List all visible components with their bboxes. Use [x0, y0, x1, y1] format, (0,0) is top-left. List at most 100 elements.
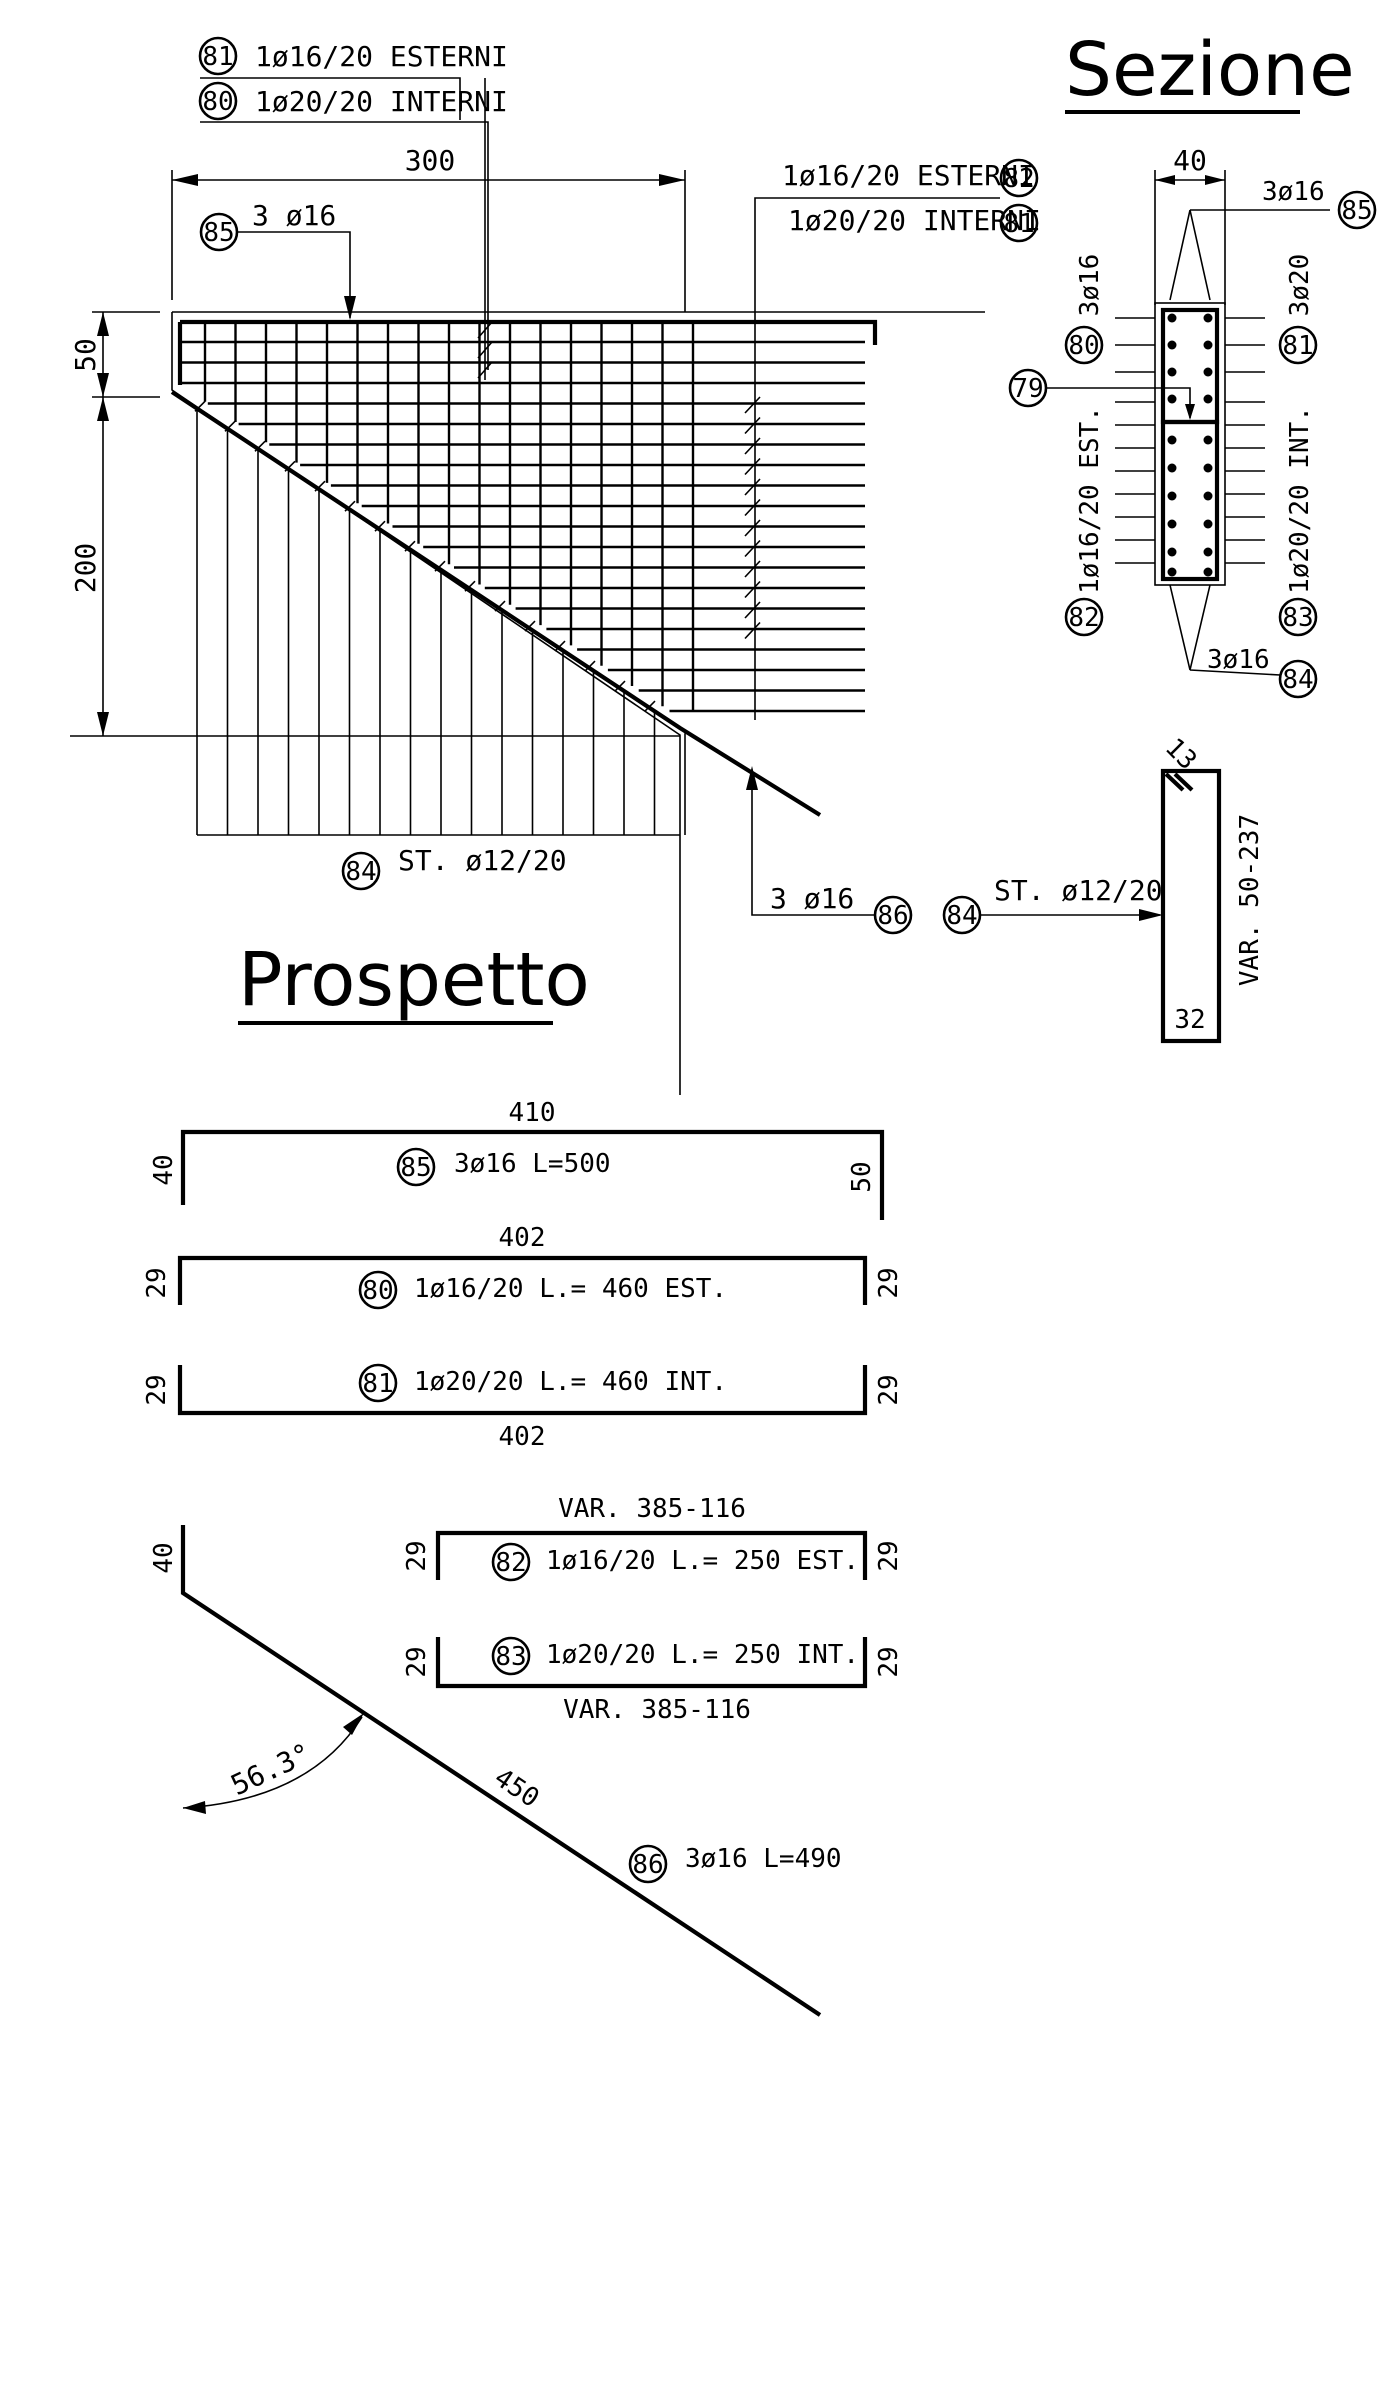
tick-mark — [524, 620, 536, 632]
section-dim-40-text: 40 — [1173, 144, 1207, 177]
elevation-title: Prospetto — [238, 937, 590, 1023]
bar-80-right: 29 — [874, 1267, 904, 1298]
callout-84-text: ST. ø12/20 — [398, 844, 567, 877]
section-stirrup-lower — [1160, 419, 1220, 582]
rebar-dot — [1203, 435, 1213, 445]
callout-82-text: 1ø16/20 ESTERNI — [782, 159, 1035, 192]
tick-mark — [314, 480, 326, 492]
bar-82-mark-number: 82 — [495, 1548, 526, 1578]
bar-83-mark-number: 83 — [495, 1642, 526, 1672]
mark-84-number: 84 — [345, 857, 376, 887]
mark-85-circle — [199, 212, 239, 252]
tick-mark — [744, 478, 761, 496]
stirrup-shape — [1160, 768, 1222, 1044]
section-dim-40-arrows — [1155, 175, 1225, 185]
tick-mark — [464, 580, 476, 592]
section-title: Sezione — [1065, 27, 1355, 113]
bar-86-angle-arc — [182, 1716, 363, 1809]
callout-86-text: 3 ø16 — [770, 882, 854, 915]
callout-80-81-leader — [200, 77, 489, 370]
tick-mark — [744, 560, 761, 578]
mark-86-number: 86 — [877, 901, 908, 931]
tick-mark — [744, 519, 761, 537]
tick-mark — [744, 621, 761, 640]
callout-85-arrow — [344, 296, 356, 320]
section-mark-81-circle — [1278, 325, 1318, 365]
stirrup-lines — [196, 408, 686, 836]
stirrup-arrow — [1139, 909, 1163, 921]
dim-300-arrow-left — [172, 174, 198, 186]
tick-mark — [744, 416, 761, 435]
section-outline — [1154, 302, 1226, 586]
mark-82r-circle — [999, 158, 1039, 198]
tick-mark — [744, 539, 761, 558]
section-79-leader — [1046, 387, 1191, 418]
rebar-dot — [1167, 547, 1177, 557]
tick-mark — [224, 420, 236, 432]
section-mark-81-number: 81 — [1282, 331, 1313, 361]
bar-85-length: 410 — [509, 1098, 556, 1128]
section-mark-82-number: 82 — [1068, 603, 1099, 633]
bar-80-mark-number: 80 — [362, 1276, 393, 1306]
section-side-lines — [1115, 317, 1265, 564]
section-79-arrow — [1185, 404, 1195, 420]
bar-81-text: 1ø20/20 L.= 460 INT. — [414, 1367, 727, 1397]
rebar-dot — [1203, 519, 1213, 529]
callout-85-text: 3 ø16 — [252, 199, 336, 232]
tick-mark — [644, 700, 656, 712]
mark-81-number: 81 — [202, 42, 233, 72]
tick-mark — [374, 520, 386, 532]
bar-83-shape — [435, 1637, 868, 1689]
tick-marks-slant — [194, 400, 656, 712]
bar-82-right: 29 — [874, 1540, 904, 1571]
bar-81-shape — [177, 1365, 868, 1416]
tick-marks-right — [744, 396, 761, 640]
section-left-bottom-text: 1ø16/20 EST. — [1075, 406, 1105, 594]
bar-82-length: VAR. 385-116 — [558, 1494, 746, 1524]
mark-81r-number: 81 — [1003, 209, 1034, 239]
section-view: Sezione 40 3ø16 85 3ø16 80 3ø20 81 79 1ø… — [1008, 27, 1377, 699]
slanted-edge — [170, 390, 822, 817]
bar-80-length: 402 — [499, 1223, 546, 1253]
rebar-dot — [1167, 340, 1177, 350]
callout-80-text: 1ø20/20 INTERNI — [255, 85, 508, 118]
bar-86-text: 3ø16 L=490 — [685, 1844, 842, 1874]
rebar-dot — [1167, 463, 1177, 473]
top-bar-85 — [180, 319, 878, 345]
bar-83-text: 1ø20/20 L.= 250 INT. — [546, 1640, 859, 1670]
rebar-dot — [1167, 394, 1177, 404]
bar-82-left: 29 — [402, 1540, 432, 1571]
bar-schedule: 410 40 50 85 3ø16 L=500 402 29 29 80 1ø1… — [142, 1098, 904, 2017]
stirrup-width-text: 32 — [1174, 1005, 1205, 1035]
stirrup-detail: 13 VAR. 50-237 32 84 ST. ø12/20 — [942, 733, 1265, 1044]
bar-82-mark-circle — [491, 1542, 531, 1582]
dim-50-text: 50 — [69, 338, 102, 372]
rebar-dot — [1203, 367, 1213, 377]
rebar-dot — [1167, 313, 1177, 323]
section-bottom-bar-text: 3ø16 — [1207, 645, 1270, 675]
section-mark-83-circle — [1278, 597, 1318, 637]
section-leader-top — [1169, 209, 1330, 301]
bar-81-right: 29 — [874, 1374, 904, 1405]
section-top-bar-text: 3ø16 — [1262, 177, 1325, 207]
callout-86-arrow — [746, 766, 758, 790]
section-mark-79-number: 79 — [1012, 374, 1043, 404]
dim-300-line — [171, 170, 686, 312]
bar-83-left: 29 — [402, 1646, 432, 1677]
bar-85-shape — [180, 1129, 885, 1220]
mark-82r-number: 82 — [1003, 164, 1034, 194]
rebar-dot — [1203, 463, 1213, 473]
dim-50-arrows — [97, 312, 109, 397]
tick-mark — [254, 440, 266, 452]
tick-mark — [494, 600, 506, 612]
bar-81-length: 402 — [499, 1422, 546, 1452]
section-mark-82-circle — [1064, 597, 1104, 637]
dim-200-text: 200 — [69, 543, 102, 594]
tick-mark — [344, 500, 356, 512]
rebar-dot — [1203, 491, 1213, 501]
bar-85-right: 50 — [847, 1161, 877, 1192]
rebar-dot — [1203, 394, 1213, 404]
tick-mark — [584, 660, 596, 672]
rebar-dot — [1203, 567, 1213, 577]
tick-mark — [554, 640, 566, 652]
